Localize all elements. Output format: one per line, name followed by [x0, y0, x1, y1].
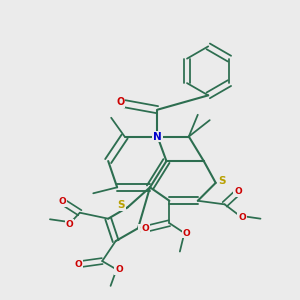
- Text: S: S: [117, 200, 125, 210]
- Text: O: O: [74, 260, 82, 268]
- Text: O: O: [183, 229, 190, 238]
- Text: O: O: [142, 224, 149, 233]
- Text: O: O: [238, 213, 246, 222]
- Text: O: O: [116, 97, 124, 107]
- Text: O: O: [58, 197, 66, 206]
- Text: O: O: [115, 265, 123, 274]
- Text: N: N: [153, 132, 162, 142]
- Text: O: O: [234, 187, 242, 196]
- Text: S: S: [218, 176, 226, 186]
- Text: S: S: [139, 225, 146, 235]
- Text: O: O: [65, 220, 73, 229]
